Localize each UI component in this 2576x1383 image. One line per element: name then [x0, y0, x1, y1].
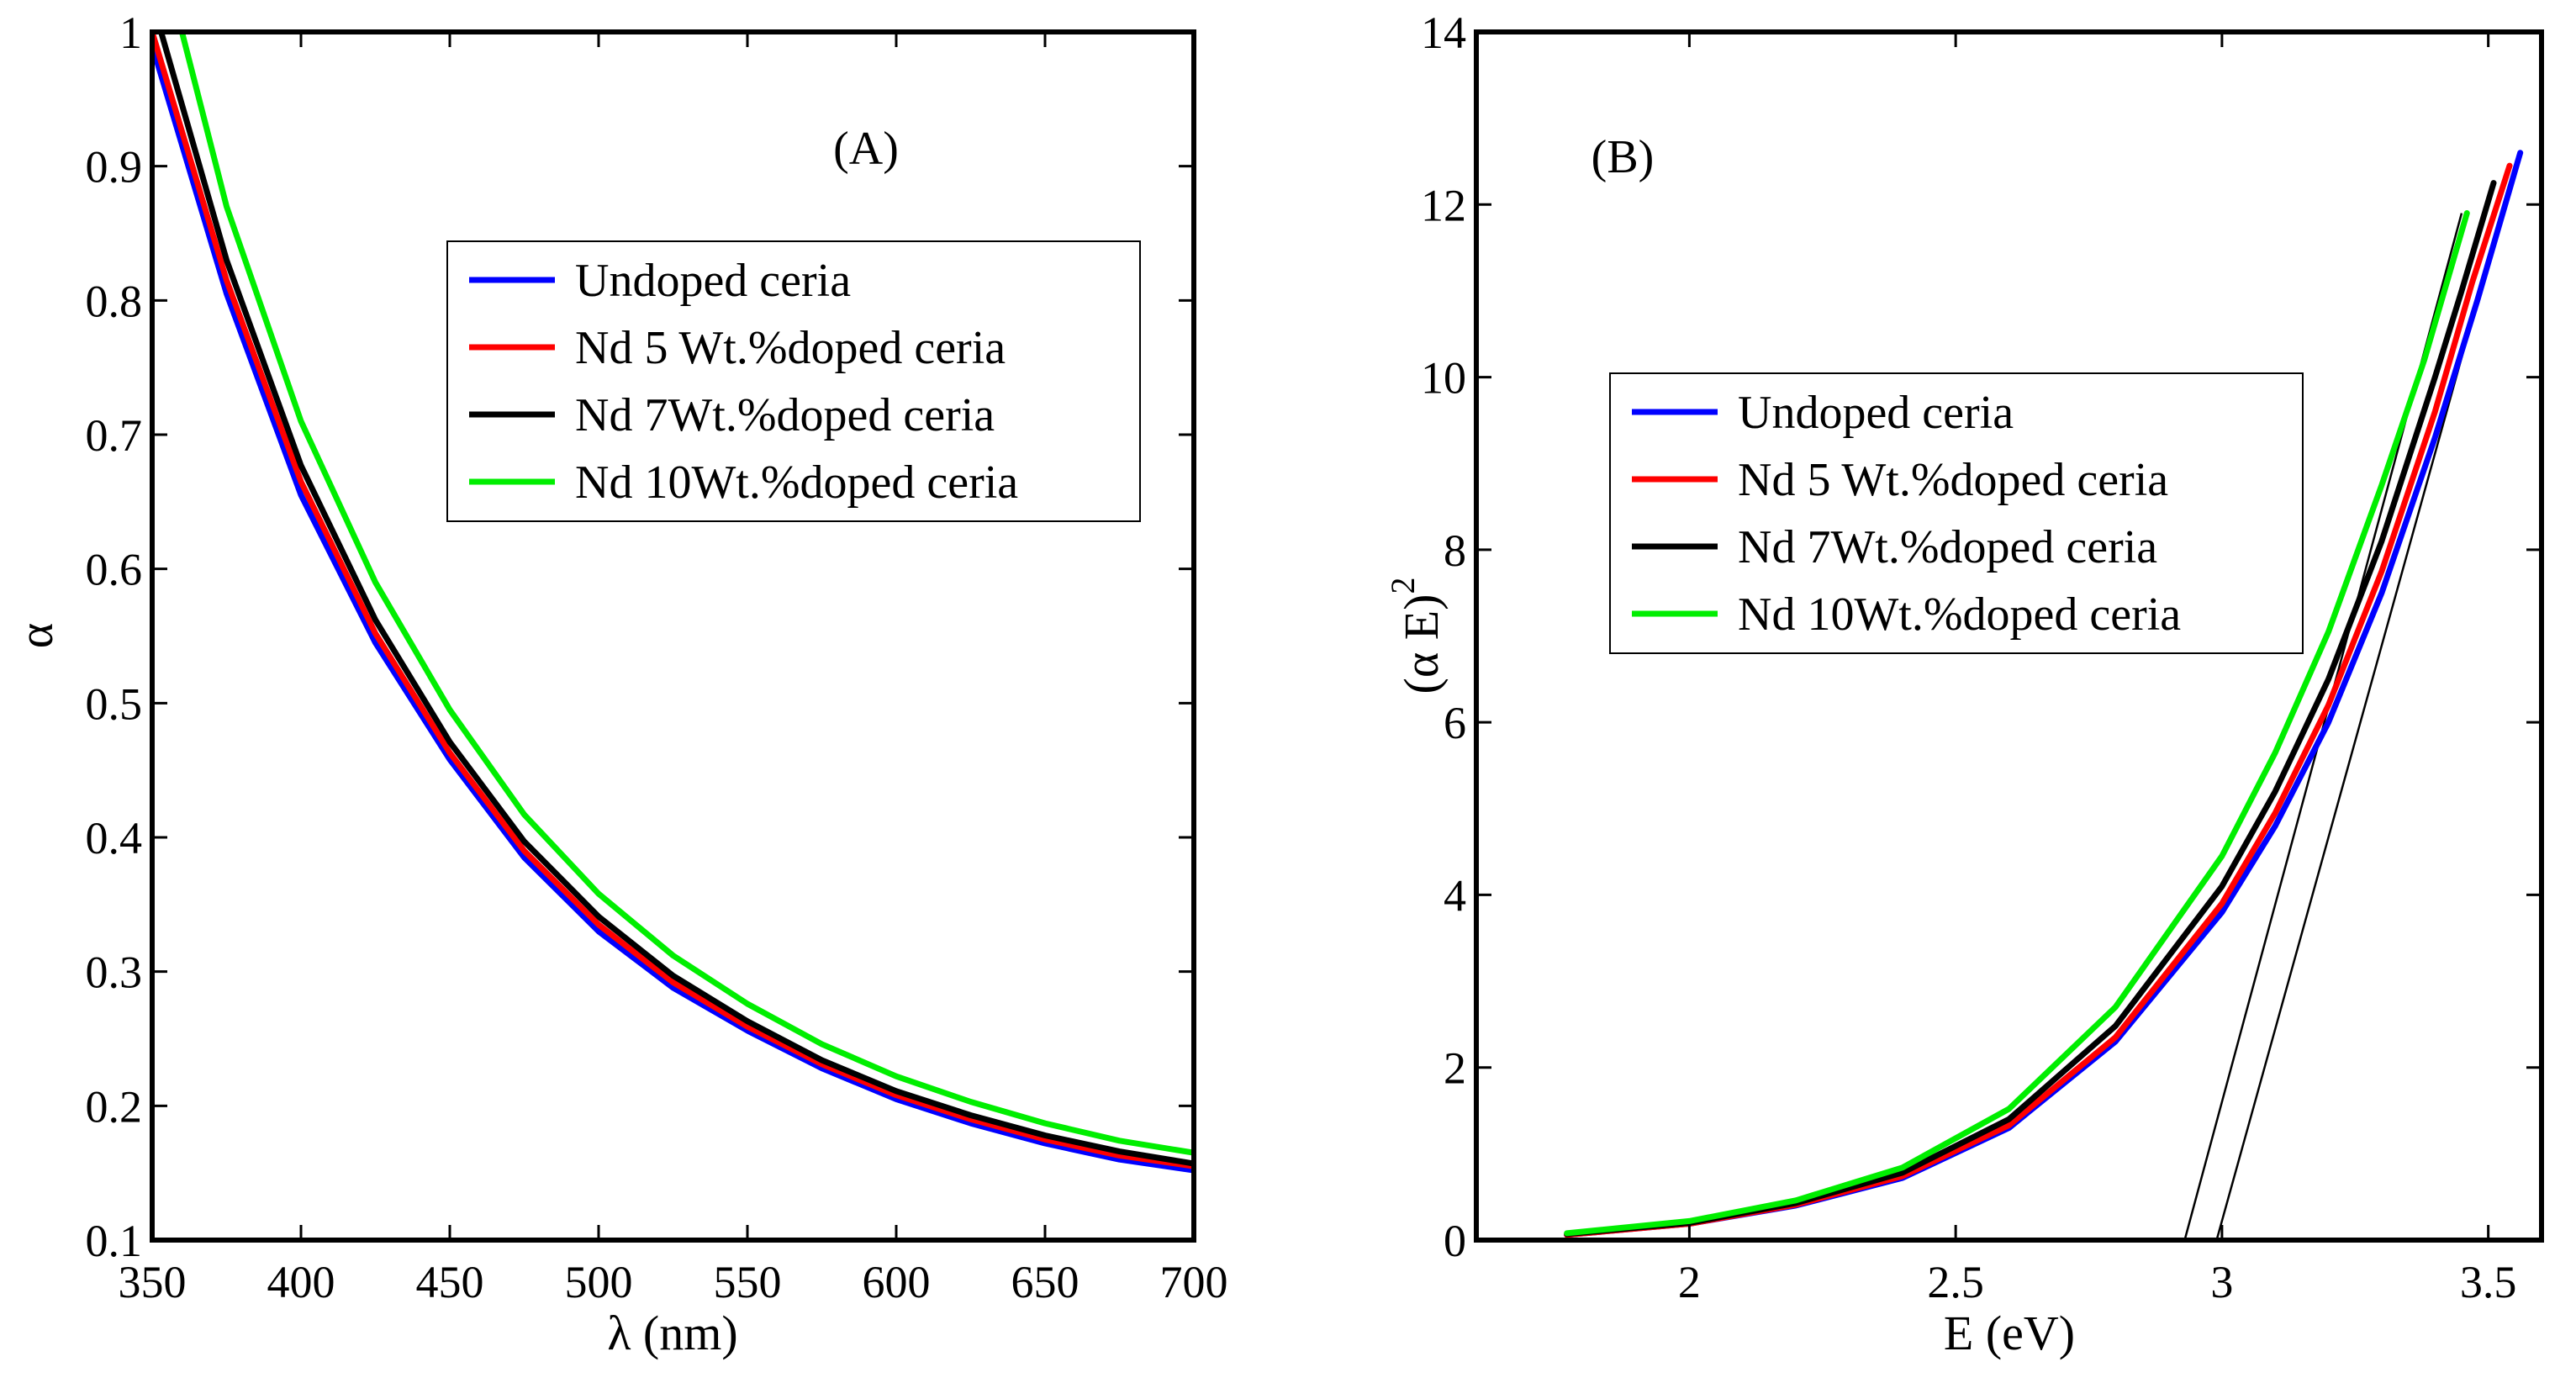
panel-a-chart: 350 400 450 500 550 600 650 700 0.1 0.2 0.3 0.4 0.5 0… [8, 8, 1228, 1360]
panelA-ytick-label-7: 0.8 [86, 276, 143, 326]
panelA-xtick-label-0: 350 [119, 1257, 187, 1307]
panel-b-xlabel: E (eV) [1944, 1306, 2075, 1360]
panel-b-plot-frame [1474, 29, 2544, 1243]
panelA-ytick-label-3: 0.4 [86, 813, 143, 863]
panel-b-legend: Undoped ceria Nd 5 Wt.%doped ceria Nd 7Wt.… [1609, 372, 2304, 654]
panel-a-ylabel: α [8, 623, 63, 648]
panelA-ytick-label-6: 0.7 [86, 410, 143, 461]
panelA-xtick-label-4: 550 [714, 1257, 782, 1307]
panelA-xtick-label-1: 400 [267, 1257, 335, 1307]
panelA-ytick-label-2: 0.3 [86, 948, 143, 998]
panel-b-legend-box [1609, 372, 2304, 654]
panel-a-legend-box [446, 240, 1141, 522]
panelB-ytick-label-3: 6 [1444, 698, 1466, 748]
panelB-xtick-label-1: 2.5 [1927, 1257, 1984, 1307]
panelA-xtick-label-6: 650 [1011, 1257, 1079, 1307]
panelB-series-line-3 [1564, 180, 2497, 1238]
panel-b-series-group [1564, 150, 2524, 1240]
panel-b-ticks: 2 2.5 3 3.5 0 2 4 6 8 10 12 14 [1421, 8, 2542, 1307]
panel-b-label: (B) [1592, 131, 1655, 183]
panelA-series-line-4 [178, 32, 1194, 1156]
panelB-ytick-label-4: 8 [1444, 525, 1466, 576]
panel-b-ylabel-main: (α E) [1394, 594, 1449, 694]
panel-a-ticks: 350 400 450 500 550 600 650 700 0.1 0.2 0.3 0.4 0.5 0… [86, 8, 1228, 1307]
panelB-xtick-label-0: 2 [1678, 1257, 1701, 1307]
panelA-ytick-label-4: 0.5 [86, 678, 143, 729]
panelA-ytick-label-9: 1 [119, 8, 142, 58]
panel-a-label: (A) [833, 123, 899, 175]
panel-a-series-group [152, 32, 1194, 1174]
panelB-ytick-label-0: 0 [1444, 1216, 1466, 1266]
panelB-legend-label-1: Undoped ceria [1738, 387, 2014, 439]
panelB-xtick-label-2: 3 [2210, 1257, 2233, 1307]
panel-a-xlabel: λ (nm) [607, 1306, 737, 1360]
panel-b-ylabel-superscript: 2 [1384, 578, 1422, 594]
panelA-ytick-label-1: 0.2 [86, 1081, 143, 1132]
panelA-legend-label-4: Nd 10Wt.%doped ceria [575, 457, 1018, 509]
panelB-ytick-label-2: 4 [1444, 870, 1466, 921]
panel-a-plot-frame [150, 29, 1196, 1243]
panelA-xtick-label-7: 700 [1160, 1257, 1228, 1307]
panelA-ytick-label-8: 0.9 [86, 142, 143, 193]
panelA-xtick-label-5: 600 [863, 1257, 931, 1307]
panelB-series-line-2 [1564, 162, 2513, 1238]
panelA-ytick-label-5: 0.6 [86, 545, 143, 595]
panelA-legend-label-3: Nd 7Wt.%doped ceria [575, 389, 995, 441]
panelB-legend-label-2: Nd 5 Wt.%doped ceria [1738, 454, 2168, 506]
panelA-series-line-1 [152, 42, 1194, 1174]
panelB-legend-label-3: Nd 7Wt.%doped ceria [1738, 521, 2157, 573]
panelA-series-line-2 [152, 32, 1194, 1169]
panelA-legend-label-1: Undoped ceria [575, 255, 851, 307]
panelB-ytick-label-6: 12 [1421, 180, 1466, 230]
panelB-ytick-label-7: 14 [1421, 8, 1466, 58]
panel-a-legend: Undoped ceria Nd 5 Wt.%doped ceria Nd 7Wt.… [446, 240, 1141, 522]
panelB-series-line-4 [1564, 210, 2470, 1237]
panelB-ytick-label-5: 10 [1421, 353, 1466, 404]
panelB-xtick-label-3: 3.5 [2460, 1257, 2517, 1307]
panelB-ytick-label-1: 2 [1444, 1043, 1466, 1094]
panel-b-ylabel: (α E)2 [1384, 578, 1449, 694]
panelB-legend-label-4: Nd 10Wt.%doped ceria [1738, 589, 2181, 641]
panelA-xtick-label-2: 450 [416, 1257, 484, 1307]
panelA-ytick-label-0: 0.1 [86, 1216, 143, 1266]
panelA-series-line-3 [158, 32, 1194, 1167]
panelA-xtick-label-3: 500 [565, 1257, 633, 1307]
panelA-legend-label-2: Nd 5 Wt.%doped ceria [575, 322, 1006, 374]
